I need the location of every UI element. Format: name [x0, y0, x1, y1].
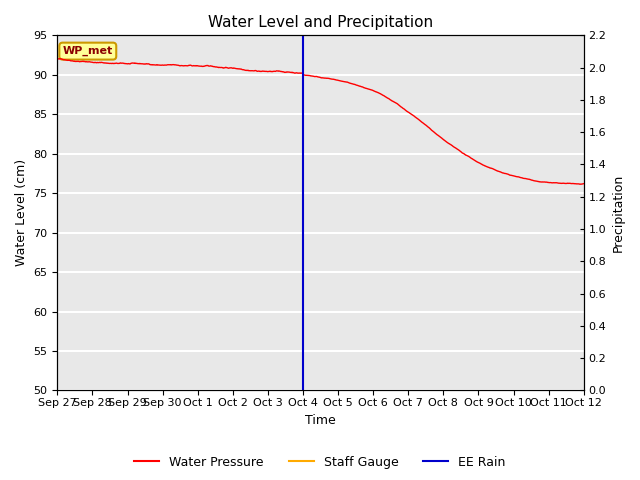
- X-axis label: Time: Time: [305, 414, 336, 427]
- Y-axis label: Precipitation: Precipitation: [612, 174, 625, 252]
- Text: WP_met: WP_met: [63, 46, 113, 56]
- Title: Water Level and Precipitation: Water Level and Precipitation: [208, 15, 433, 30]
- Legend: Water Pressure, Staff Gauge, EE Rain: Water Pressure, Staff Gauge, EE Rain: [129, 451, 511, 474]
- Y-axis label: Water Level (cm): Water Level (cm): [15, 159, 28, 266]
